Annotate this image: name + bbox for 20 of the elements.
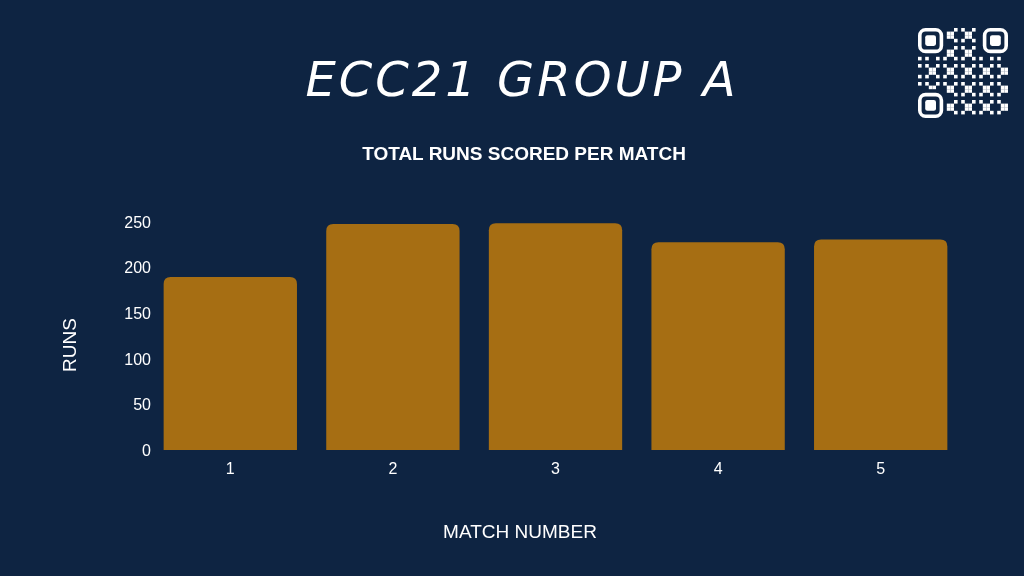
y-tick-label: 200 (124, 259, 152, 277)
bar (326, 224, 460, 450)
x-tick-label: 1 (225, 459, 235, 477)
x-tick-label: 4 (713, 459, 723, 477)
y-tick-label: 250 (124, 213, 152, 231)
y-tick-label: 0 (142, 441, 152, 459)
x-tick-label: 2 (388, 459, 398, 477)
y-tick-label: 100 (124, 350, 152, 368)
x-axis-title: MATCH NUMBER (443, 521, 597, 542)
y-tick-label: 150 (124, 304, 152, 322)
x-tick-label: 3 (551, 459, 561, 477)
chart-title: ECC21 GROUP A (305, 51, 739, 107)
x-tick-label: 5 (876, 459, 886, 477)
bar (163, 276, 297, 450)
y-tick-label: 50 (133, 396, 152, 414)
bar (651, 242, 785, 450)
y-axis-title: RUNS (59, 318, 80, 372)
bar (814, 239, 948, 450)
chart-subtitle: TOTAL RUNS SCORED PER MATCH (362, 143, 686, 164)
bar (488, 223, 623, 450)
